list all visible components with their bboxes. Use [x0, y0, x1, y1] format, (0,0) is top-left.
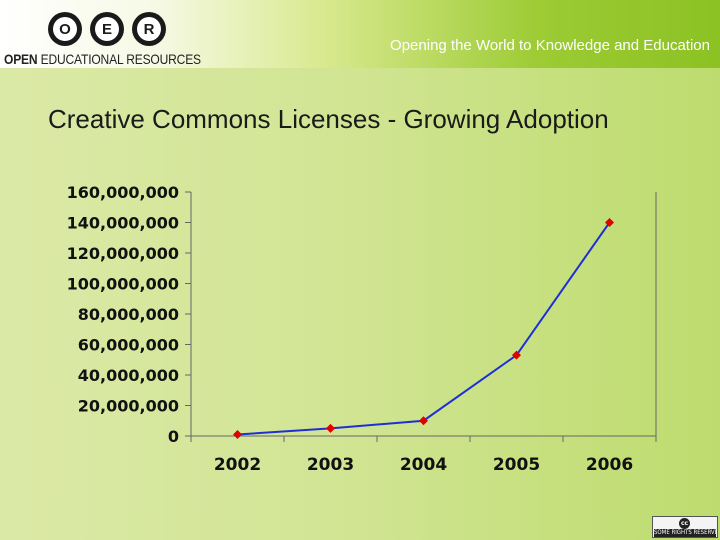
cc-license-badge[interactable]: cc SOME RIGHTS RESERVED: [652, 516, 718, 538]
data-point-marker: [512, 350, 521, 360]
logo-circle-e: E: [90, 12, 124, 46]
oer-logo: O E R OPEN EDUCATIONAL RESOURCES: [4, 6, 204, 67]
y-tick-label: 60,000,000: [78, 336, 179, 355]
y-tick-label: 80,000,000: [78, 305, 179, 324]
data-point-marker: [233, 429, 242, 439]
cc-icon: cc: [679, 518, 690, 529]
logo-circle-o: O: [48, 12, 82, 46]
header-banner: O E R OPEN EDUCATIONAL RESOURCES Opening…: [0, 0, 720, 68]
logo-letter: O: [53, 17, 77, 41]
y-tick-label: 100,000,000: [67, 275, 179, 294]
x-tick-label: 2006: [586, 455, 633, 475]
series-line: [237, 221, 611, 436]
tagline: Opening the World to Knowledge and Educa…: [390, 37, 710, 54]
cc-badge-text: SOME RIGHTS RESERVED: [654, 529, 716, 537]
logo-circle-r: R: [132, 12, 166, 46]
y-tick-label: 120,000,000: [67, 244, 179, 263]
x-tick-label: 2002: [214, 455, 261, 475]
logo-wordmark-rest: EDUCATIONAL RESOURCES: [37, 51, 201, 67]
data-point-marker: [326, 423, 335, 433]
slide-title: Creative Commons Licenses - Growing Adop…: [48, 104, 609, 134]
data-point-marker: [419, 416, 428, 426]
x-tick-label: 2005: [493, 455, 540, 475]
logo-wordmark-open: OPEN: [4, 51, 38, 67]
logo-wordmark: OPEN EDUCATIONAL RESOURCES: [4, 51, 201, 67]
logo-letter: R: [137, 17, 161, 41]
y-tick-label: 20,000,000: [78, 397, 179, 416]
y-tick-label: 140,000,000: [67, 214, 179, 233]
y-tick-label: 0: [168, 427, 179, 446]
y-tick-label: 160,000,000: [67, 183, 179, 202]
x-tick-label: 2003: [307, 455, 354, 475]
data-point-marker: [605, 218, 614, 227]
logo-circles: O E R: [48, 12, 166, 48]
y-tick-label: 40,000,000: [78, 366, 179, 385]
x-tick-label: 2004: [400, 455, 447, 475]
logo-letter: E: [95, 17, 119, 41]
